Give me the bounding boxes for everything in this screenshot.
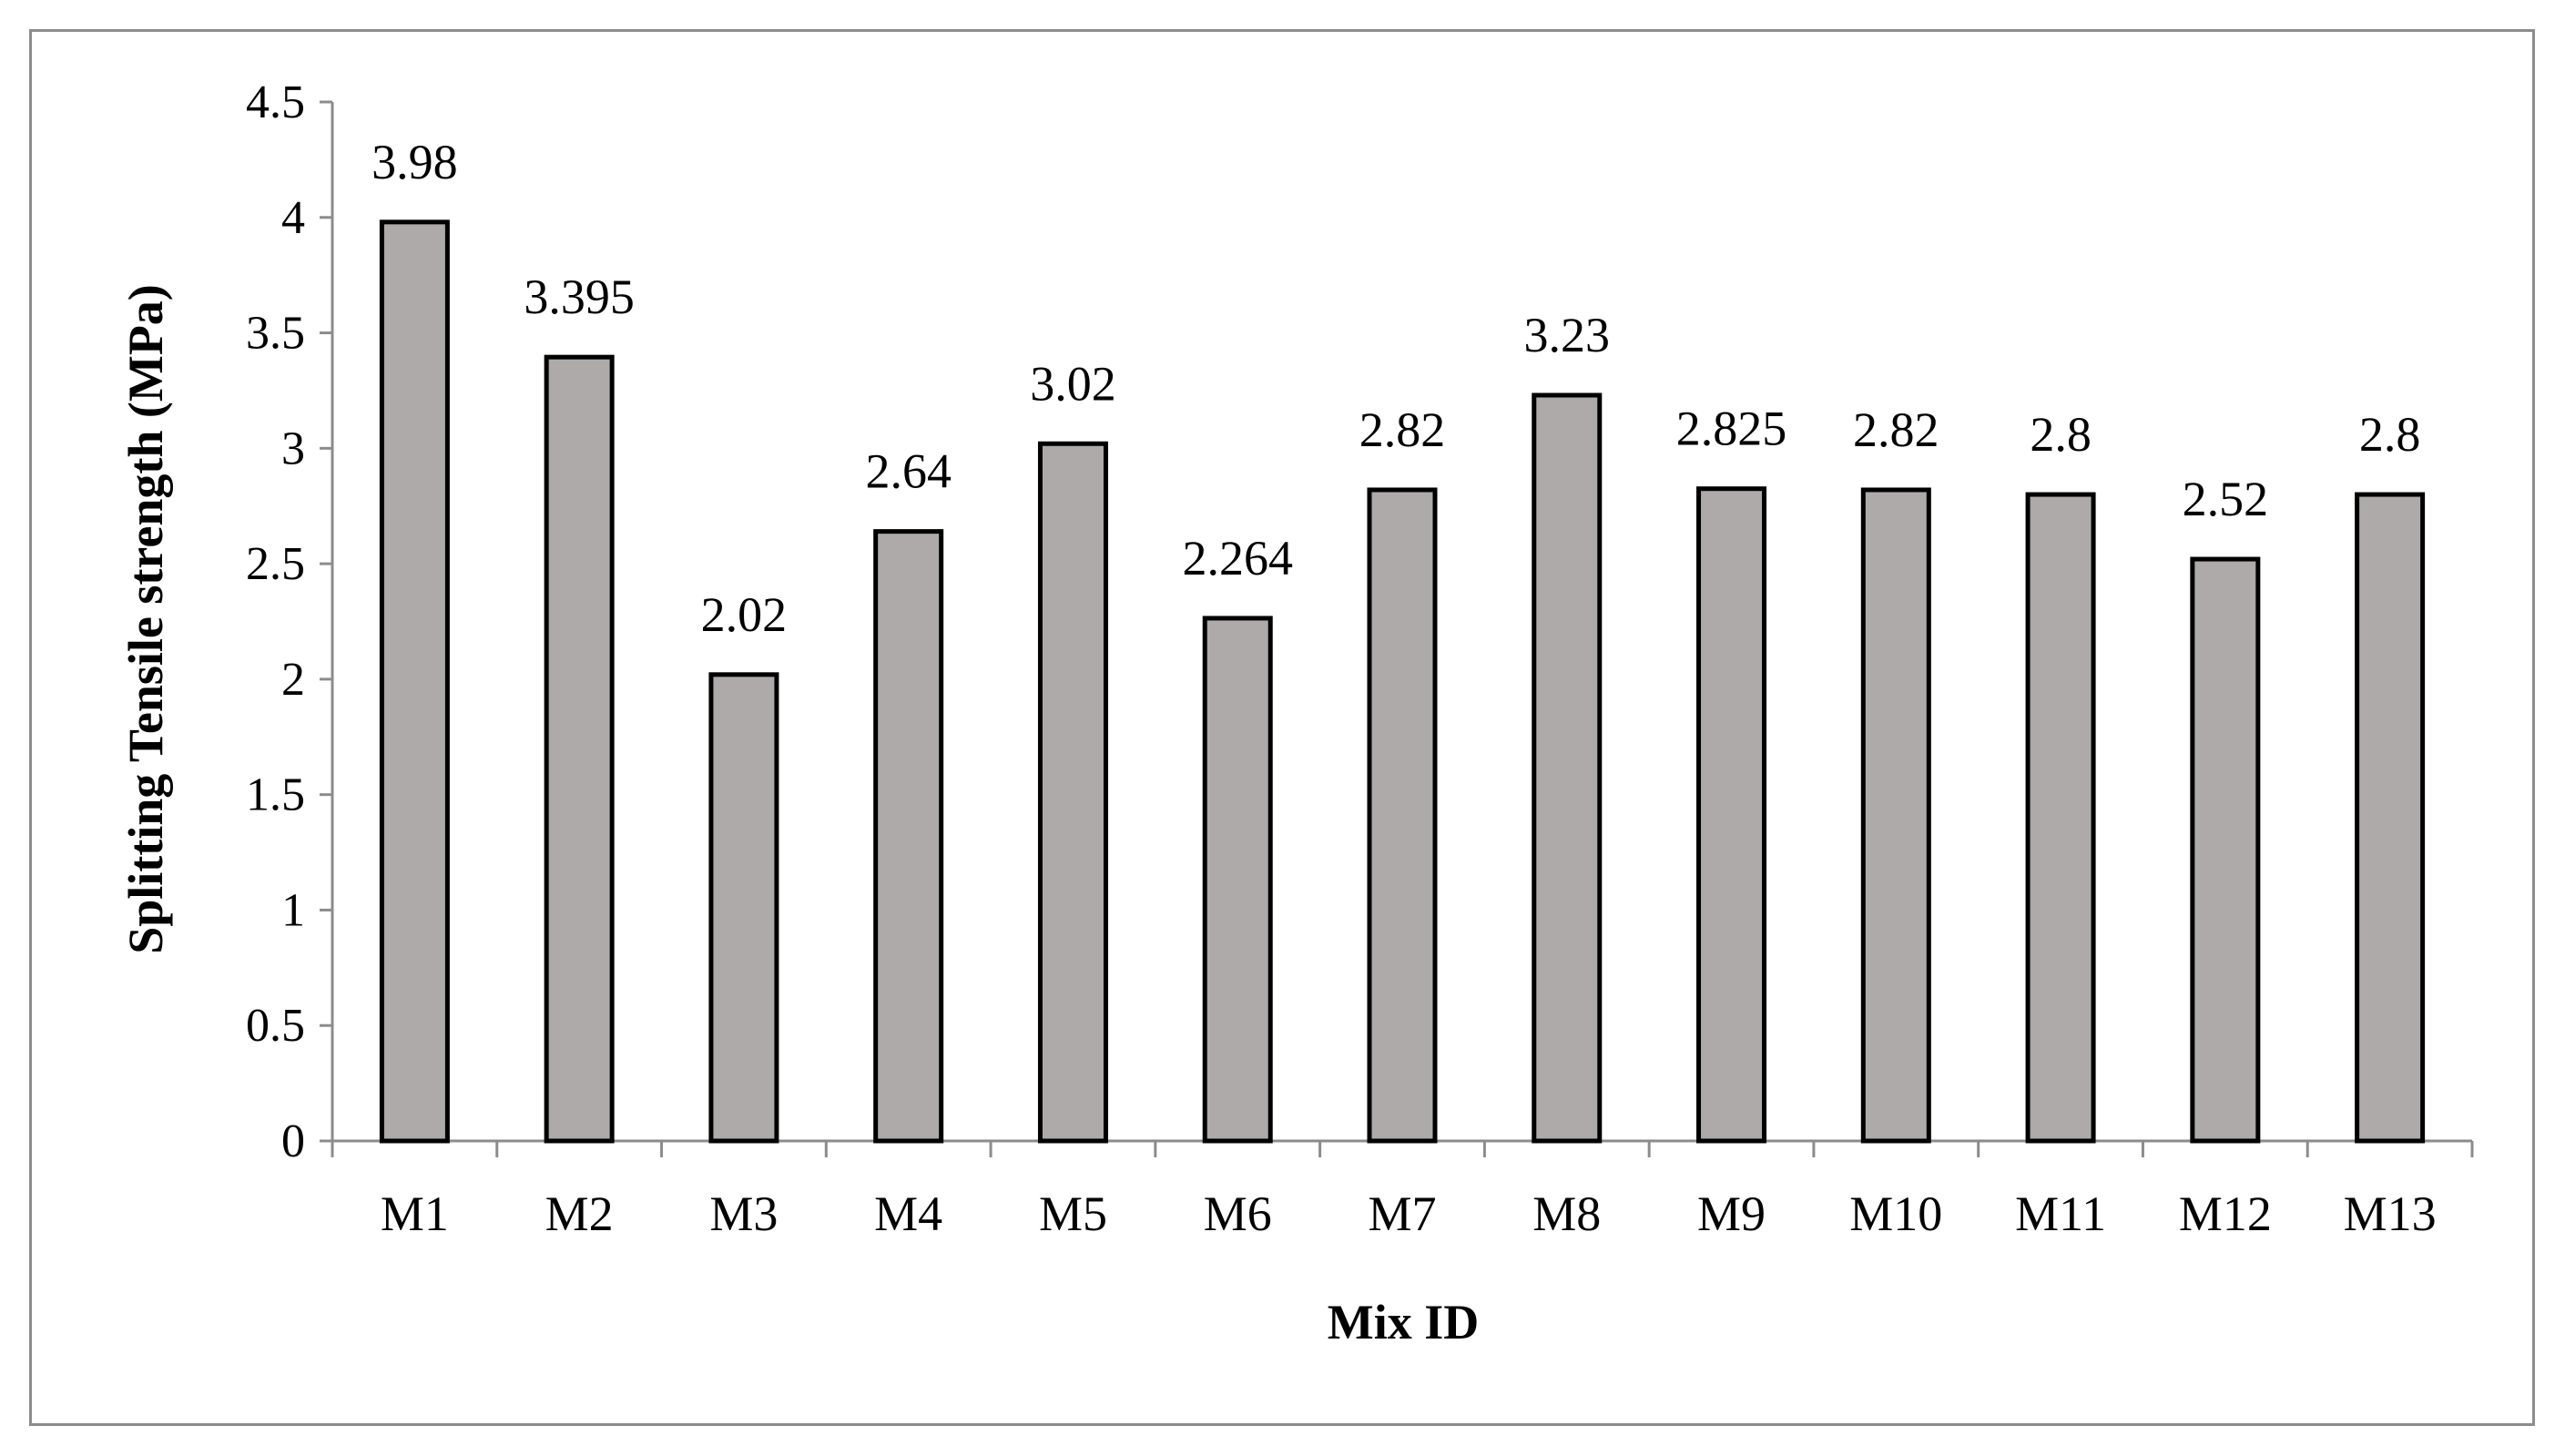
category-label: M6 xyxy=(1204,1186,1272,1241)
bar-m13 xyxy=(2355,492,2426,1144)
y-tick-label: 4 xyxy=(281,192,305,244)
bar-m8 xyxy=(1532,392,1603,1144)
category-label: M13 xyxy=(2344,1186,2437,1241)
bar-m2 xyxy=(544,354,615,1144)
bar-m11 xyxy=(2025,492,2096,1144)
y-tick-label: 3.5 xyxy=(246,308,305,360)
bar-m6 xyxy=(1202,616,1273,1144)
category-label: M9 xyxy=(1697,1186,1766,1241)
y-tick-label: 2.5 xyxy=(246,538,305,590)
data-label: 3.98 xyxy=(372,135,458,189)
category-label: M8 xyxy=(1532,1186,1601,1241)
bar-m4 xyxy=(873,529,944,1144)
y-tick-label: 0.5 xyxy=(246,1000,305,1052)
data-label: 2.8 xyxy=(2030,407,2092,462)
data-label: 2.64 xyxy=(865,444,952,499)
category-label: M12 xyxy=(2179,1186,2272,1241)
y-tick-label: 3 xyxy=(281,423,305,474)
category-label: M2 xyxy=(545,1186,614,1241)
bar-m5 xyxy=(1037,441,1108,1144)
bar-m3 xyxy=(708,672,779,1144)
category-label: M4 xyxy=(874,1186,942,1241)
category-label: M11 xyxy=(2015,1186,2106,1241)
bar-m1 xyxy=(379,219,450,1144)
category-label: M3 xyxy=(709,1186,778,1241)
category-label: M10 xyxy=(1849,1186,1942,1241)
bar-m10 xyxy=(1860,487,1931,1144)
category-label: M7 xyxy=(1368,1186,1436,1241)
data-label: 2.52 xyxy=(2183,472,2269,526)
data-label: 2.82 xyxy=(1359,402,1446,457)
data-label: 2.82 xyxy=(1853,402,1939,457)
axes: 0 0.5 1 1.5 2 2.5 3 3.5 4 4.5 xyxy=(246,76,2474,1167)
y-tick-label: 1 xyxy=(281,884,305,936)
bar-m12 xyxy=(2190,556,2261,1144)
data-label: 3.395 xyxy=(524,270,635,324)
y-axis-title: Splitting Tensile strength (MPa) xyxy=(118,284,173,954)
bar-m7 xyxy=(1367,487,1438,1144)
data-label: 3.02 xyxy=(1030,356,1116,411)
labels: 3.98 M1 3.395 M2 2.02 M3 2.64 M4 3.02 M5 2.264 M6 2.… xyxy=(372,135,2436,1241)
data-label: 2.264 xyxy=(1182,531,1293,585)
data-label: 2.02 xyxy=(701,587,788,642)
y-tick-label: 1.5 xyxy=(246,769,305,821)
y-tick-label: 0 xyxy=(281,1115,305,1167)
category-label: M1 xyxy=(381,1186,449,1241)
data-label: 2.8 xyxy=(2359,407,2421,462)
data-label: 2.825 xyxy=(1676,402,1787,456)
y-tick-label: 2 xyxy=(281,654,305,706)
data-label: 3.23 xyxy=(1524,308,1611,362)
y-tick-label: 4.5 xyxy=(246,76,305,128)
bar-m9 xyxy=(1696,486,1767,1144)
bars xyxy=(379,219,2426,1144)
category-label: M5 xyxy=(1039,1186,1107,1241)
x-axis-title: Mix ID xyxy=(1328,1295,1479,1349)
